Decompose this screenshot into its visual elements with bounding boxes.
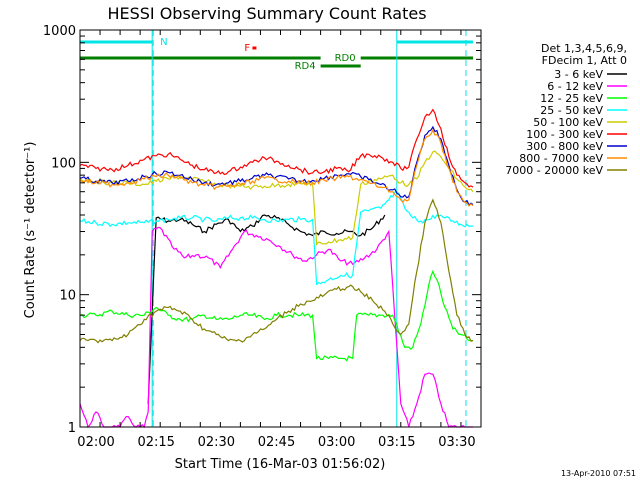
series-line bbox=[79, 191, 474, 286]
legend-entry-label: 800 - 7000 keV bbox=[519, 152, 603, 165]
series-line bbox=[79, 125, 474, 206]
y-tick-label: 10 bbox=[59, 289, 76, 304]
chart-title: HESSI Observing Summary Count Rates bbox=[107, 4, 426, 23]
legend-entry-label: 7000 - 20000 keV bbox=[505, 164, 603, 177]
x-tick-label: 03:00 bbox=[318, 435, 355, 450]
series-line bbox=[79, 108, 474, 188]
x-tick-label: 03:30 bbox=[438, 435, 475, 450]
series-line bbox=[79, 269, 474, 362]
series-lines bbox=[79, 108, 474, 429]
legend-entry-label: 12 - 25 keV bbox=[540, 92, 603, 105]
x-tick-label: 03:15 bbox=[378, 435, 415, 450]
series-line bbox=[79, 198, 474, 344]
legend-entry-label: 25 - 50 keV bbox=[540, 104, 603, 117]
x-axis-label: Start Time (16-Mar-03 01:56:02) bbox=[175, 457, 386, 472]
vertical-time-markers bbox=[151, 30, 467, 427]
legend: Det 1,3,4,5,6,9,FDecim 1, Att 03 - 6 keV… bbox=[505, 42, 627, 177]
flag-label-f: F bbox=[244, 43, 250, 54]
series-line bbox=[147, 214, 386, 404]
y-axis-ticks: 1 10 100 1000 bbox=[43, 24, 481, 436]
flag-label-n: N bbox=[160, 37, 167, 48]
plot-frame bbox=[79, 29, 482, 428]
series-line bbox=[79, 128, 474, 207]
status-flag-bars bbox=[80, 40, 473, 68]
legend-entry-label: 50 - 100 keV bbox=[533, 116, 603, 129]
x-tick-label: 02:45 bbox=[258, 435, 295, 450]
y-tick-label: 100 bbox=[51, 156, 76, 171]
legend-entry-label: 100 - 300 keV bbox=[526, 128, 603, 141]
x-axis-ticks: 02:00 02:15 02:30 02:45 03:00 03:15 03:30 bbox=[77, 30, 482, 450]
series-line bbox=[79, 150, 474, 246]
footer-timestamp: 13-Apr-2010 07:51 bbox=[561, 469, 636, 478]
flag-annotations: N F RD0 RD4 bbox=[160, 37, 355, 72]
y-tick-label: 1000 bbox=[43, 24, 76, 39]
legend-entry-label: 300 - 800 keV bbox=[526, 140, 603, 153]
y-tick-label: 1 bbox=[68, 421, 76, 436]
series-line bbox=[79, 226, 473, 429]
y-axis-label: Count Rate (s⁻¹ detector⁻¹) bbox=[23, 142, 38, 319]
legend-header-line: FDecim 1, Att 0 bbox=[542, 54, 627, 67]
x-tick-label: 02:15 bbox=[137, 435, 174, 450]
x-tick-label: 02:30 bbox=[198, 435, 235, 450]
x-tick-label: 02:00 bbox=[77, 435, 114, 450]
legend-entry-label: 3 - 6 keV bbox=[554, 68, 603, 81]
legend-entry-label: 6 - 12 keV bbox=[547, 80, 603, 93]
flag-label-rd4: RD4 bbox=[295, 61, 316, 72]
legend-header-line: Det 1,3,4,5,6,9, bbox=[541, 42, 627, 55]
flag-label-rd0: RD0 bbox=[335, 53, 356, 64]
